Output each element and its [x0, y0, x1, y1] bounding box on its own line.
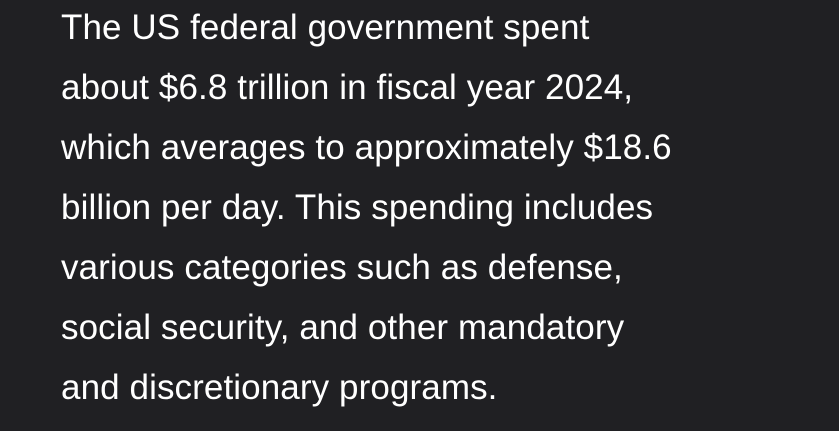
message-line: which averages to approximately $18.6	[61, 128, 672, 167]
message-line: various categories such as defense,	[61, 248, 623, 287]
message-line: and discretionary programs.	[61, 368, 498, 407]
message-line: The US federal government spent	[61, 8, 590, 47]
message-line: billion per day. This spending includes	[61, 188, 654, 227]
message-line: about $6.8 trillion in fiscal year 2024,	[61, 68, 634, 107]
message-line: social security, and other mandatory	[61, 308, 625, 347]
assistant-message: The US federal government spent about $6…	[61, 0, 821, 431]
